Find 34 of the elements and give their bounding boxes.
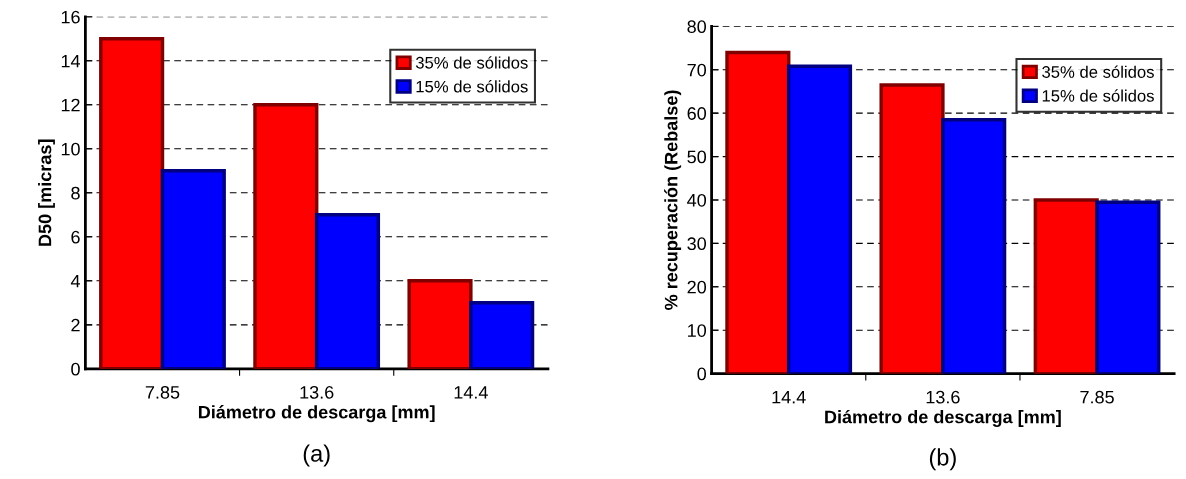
y-tick-label: 2 — [71, 318, 80, 332]
text: (b) — [929, 448, 956, 471]
y-tick-label: 50 — [687, 150, 707, 164]
legend-label: 35% de sólidos — [1042, 65, 1154, 78]
x-tick-label: 14.4 — [454, 386, 488, 399]
text: (a) — [303, 444, 330, 467]
x-axis-title: Diámetro de descarga [mm] — [198, 405, 435, 423]
x-tick-label: 14.4 — [772, 390, 806, 404]
y-tick-label: 4 — [70, 274, 80, 288]
y-axis-title: % recuperación (Rebalse) — [664, 90, 682, 310]
y-tick-label: 40 — [687, 193, 707, 207]
y-tick-label: 0 — [697, 367, 707, 381]
legend-label: 15% de sólidos — [1042, 89, 1154, 102]
y-tick-label: 0 — [71, 362, 80, 376]
x-tick-label: 7.85 — [145, 385, 180, 399]
legend-label: 35% de sólidos — [415, 56, 528, 69]
x-tick-label: 13.6 — [926, 390, 960, 404]
y-tick-label: 8 — [71, 186, 80, 200]
y-tick-label: 70 — [687, 63, 707, 77]
y-tick-label: 80 — [687, 20, 707, 34]
legend-label: 15% de sólidos — [416, 80, 528, 93]
y-tick-label: 6 — [71, 230, 80, 244]
y-tick-label: 10 — [688, 324, 707, 337]
y-tick-label: 14 — [61, 54, 80, 68]
x-axis-title: Diámetro de descarga [mm] — [825, 409, 1061, 427]
y-axis-title: D50 [micras] — [38, 139, 55, 246]
x-tick-label: 7.85 — [1080, 390, 1114, 404]
y-tick-label: 60 — [687, 107, 707, 120]
y-tick-label: 10 — [61, 142, 80, 156]
y-tick-label: 16 — [61, 10, 80, 24]
x-tick-label: 13.6 — [300, 385, 334, 399]
y-tick-label: 20 — [687, 280, 707, 294]
y-tick-label: 30 — [687, 237, 707, 251]
y-tick-label: 12 — [61, 98, 80, 112]
